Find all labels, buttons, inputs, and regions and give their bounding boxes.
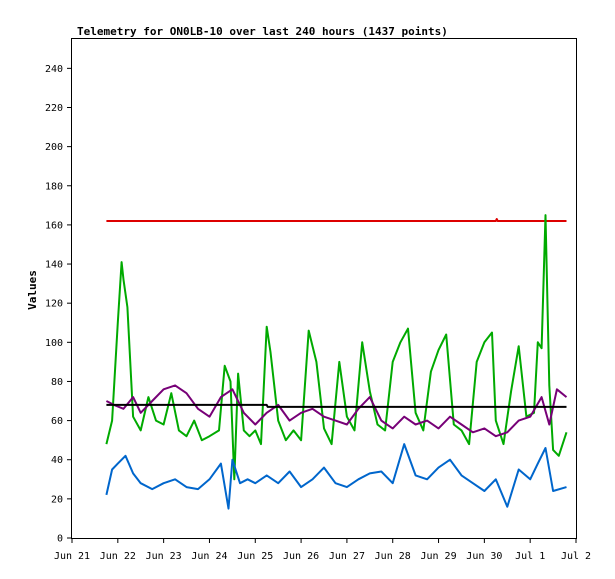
x-tick-label: Jun 28 — [375, 551, 411, 562]
y-tick-label: 220 — [45, 103, 63, 114]
y-tick-label: 200 — [45, 142, 63, 153]
series-line-0 — [106, 218, 567, 222]
x-tick-label: Jun 22 — [100, 551, 136, 562]
y-tick-label: 180 — [45, 181, 63, 192]
y-tick-label: 20 — [51, 494, 63, 505]
series-line-2 — [105, 384, 568, 438]
x-tick-label: Jun 27 — [329, 551, 365, 562]
y-axis-label: Values — [26, 270, 39, 310]
x-tick-label: Jun 29 — [420, 551, 456, 562]
x-tick-label: Jul 2 — [561, 551, 591, 562]
chart-title: Telemetry for ON0LB-10 over last 240 hou… — [77, 25, 448, 38]
x-tick-label: Jun 23 — [146, 551, 182, 562]
y-tick-label: 120 — [45, 299, 63, 310]
x-tick-label: Jun 21 — [54, 551, 90, 562]
series-line-1 — [105, 214, 568, 481]
series-line-4 — [106, 403, 567, 408]
series-line-3 — [105, 443, 567, 510]
y-tick-label: 40 — [51, 455, 63, 466]
y-tick-label: 0 — [57, 534, 63, 545]
y-tick-label: 160 — [45, 220, 63, 231]
y-tick-label: 60 — [51, 416, 63, 427]
series-group — [105, 214, 568, 510]
x-axis: Jun 21 Jun 22 Jun 23 Jun 24 Jun 25 Jun 26 Jun … — [54, 538, 591, 562]
plot-frame — [71, 38, 577, 539]
y-tick-label: 80 — [51, 377, 63, 388]
x-tick-label: Jun 30 — [466, 551, 502, 562]
x-tick-label: Jun 25 — [237, 551, 273, 562]
y-tick-label: 240 — [45, 64, 63, 75]
y-tick-label: 140 — [45, 260, 63, 271]
x-tick-label: Jun 24 — [191, 551, 227, 562]
y-tick-label: 100 — [45, 338, 63, 349]
x-tick-label: Jun 26 — [283, 551, 319, 562]
x-tick-label: Jul 1 — [515, 551, 545, 562]
y-axis: 0 20 40 60 80 100 120 140 160 180 200 220 240 — [45, 64, 72, 545]
